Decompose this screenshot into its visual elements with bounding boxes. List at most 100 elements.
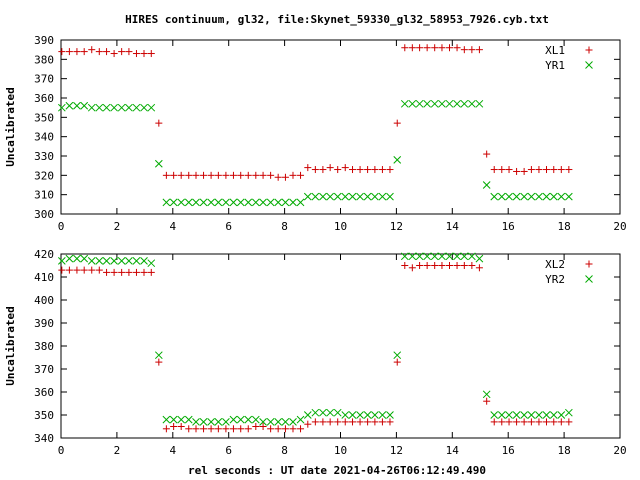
- data-point: [162, 171, 170, 179]
- data-point: [565, 418, 573, 426]
- data-point: [453, 252, 461, 261]
- data-point: [281, 425, 289, 433]
- data-point: [386, 411, 394, 419]
- data-point: [356, 166, 364, 174]
- chart-title: HIRES continuum, gl32, file:Skynet_59330…: [125, 13, 549, 26]
- data-point: [73, 48, 81, 56]
- data-point: [103, 268, 111, 276]
- x-tick-label: 6: [225, 220, 232, 233]
- data-point: [274, 198, 283, 207]
- data-point: [110, 103, 118, 112]
- data-point: [311, 166, 319, 174]
- y-tick-label: 360: [34, 92, 54, 105]
- series-XL2: [58, 262, 573, 433]
- data-point: [289, 418, 297, 426]
- x-tick-label: 18: [557, 220, 570, 233]
- data-point: [348, 411, 357, 419]
- legend-marker: [585, 260, 593, 268]
- data-point: [326, 164, 334, 172]
- data-point: [490, 411, 499, 419]
- data-point: [57, 257, 66, 265]
- data-point: [214, 171, 222, 179]
- data-point: [400, 99, 409, 108]
- data-point: [244, 415, 253, 424]
- data-point: [102, 103, 111, 112]
- data-point: [65, 101, 74, 110]
- data-point: [393, 358, 401, 366]
- y-tick-label: 390: [34, 317, 54, 330]
- x-tick-label: 10: [334, 220, 347, 233]
- data-point: [386, 166, 394, 174]
- data-point: [162, 415, 171, 424]
- data-point: [200, 171, 208, 179]
- data-point: [468, 262, 476, 269]
- data-point: [214, 198, 223, 207]
- data-point: [490, 418, 498, 426]
- y-tick-label: 340: [34, 432, 54, 445]
- data-point: [416, 262, 424, 269]
- x-tick-label: 8: [281, 444, 288, 457]
- plot-frame: [60, 39, 621, 215]
- data-point: [333, 192, 342, 201]
- data-point: [542, 166, 550, 174]
- data-point: [154, 351, 163, 360]
- data-point: [542, 192, 551, 201]
- y-tick-label: 380: [34, 340, 54, 353]
- data-point: [520, 418, 528, 426]
- data-point: [88, 46, 96, 54]
- data-point: [125, 257, 133, 265]
- series-YR2: [57, 252, 573, 426]
- data-point: [550, 418, 558, 426]
- data-point: [169, 198, 178, 207]
- data-point: [289, 198, 297, 207]
- data-point: [498, 418, 506, 426]
- data-point: [58, 48, 66, 56]
- data-point: [311, 408, 320, 417]
- data-point: [445, 99, 454, 108]
- data-point: [416, 44, 424, 52]
- data-point: [110, 268, 118, 276]
- legend-label: YR2: [545, 273, 565, 286]
- x-tick-label: 20: [613, 220, 626, 233]
- data-point: [475, 99, 484, 108]
- data-point: [117, 257, 126, 265]
- data-point: [401, 44, 409, 52]
- data-point: [267, 171, 275, 179]
- data-point: [102, 257, 111, 265]
- data-point: [311, 418, 319, 426]
- data-point: [140, 103, 148, 112]
- data-point: [371, 166, 379, 174]
- data-point: [88, 266, 96, 274]
- data-point: [460, 99, 469, 108]
- data-point: [468, 99, 476, 108]
- data-point: [542, 418, 550, 426]
- data-point: [319, 418, 327, 426]
- data-point: [542, 411, 551, 419]
- data-point: [214, 418, 223, 426]
- data-point: [110, 257, 118, 265]
- data-point: [65, 266, 73, 274]
- data-point: [95, 103, 104, 112]
- data-point: [281, 173, 289, 181]
- data-point: [155, 119, 163, 127]
- data-point: [125, 103, 133, 112]
- data-point: [423, 44, 431, 52]
- data-point: [154, 159, 163, 168]
- data-point: [497, 411, 506, 419]
- plot-frame: [60, 253, 621, 439]
- y-tick-label: 390: [34, 34, 54, 47]
- x-tick-label: 0: [58, 220, 65, 233]
- legend-label: XL2: [545, 258, 565, 271]
- data-point: [490, 166, 498, 174]
- data-point: [147, 259, 156, 268]
- data-point: [222, 171, 230, 179]
- data-point: [244, 425, 252, 433]
- data-point: [259, 418, 267, 426]
- y-tick-label: 370: [34, 363, 54, 376]
- data-point: [297, 425, 305, 433]
- data-point: [386, 192, 394, 201]
- data-point: [222, 425, 230, 433]
- data-point: [177, 415, 186, 424]
- data-point: [356, 411, 364, 419]
